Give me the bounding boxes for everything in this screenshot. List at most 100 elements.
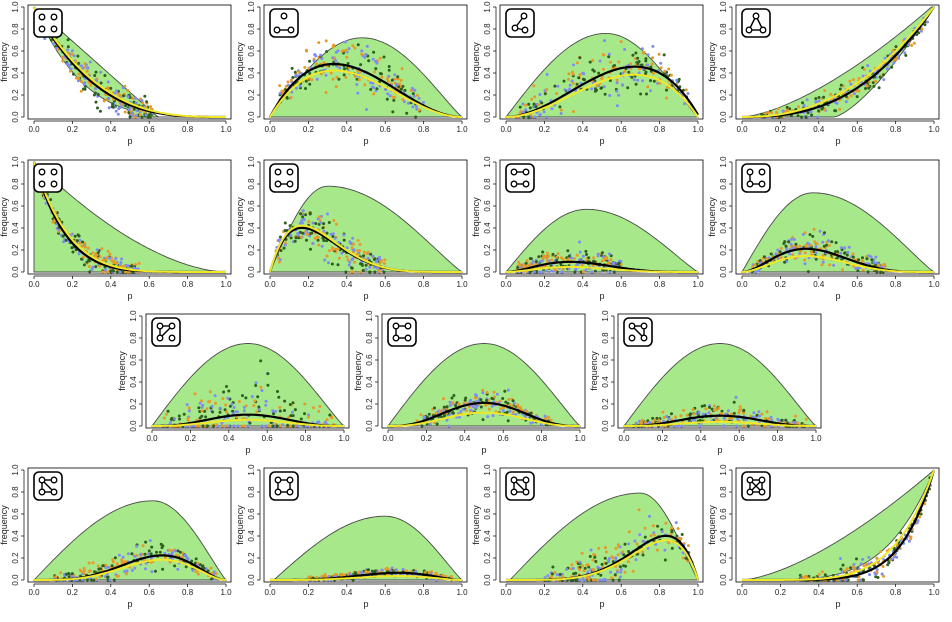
scatter-point [691,408,695,411]
x-tick-label: 0.4 [813,280,825,289]
fitted-curve [506,73,699,118]
scatter-point [820,263,824,267]
scatter-point [210,404,214,408]
scatter-point [324,73,328,77]
scatter-point [562,79,566,83]
y-tick-label: 1.0 [11,1,20,13]
scatter-point [161,567,165,571]
scatter-point [242,409,246,413]
scatter-point [242,424,246,428]
graph-icon-frame [387,317,417,347]
scatter-point [851,252,855,256]
scatter-point [285,95,289,99]
scatter-point [319,221,323,225]
y-tick-label: 0.2 [483,552,492,564]
scatter-point [327,261,330,265]
scatter-point [776,417,780,421]
scatter-point [248,421,252,425]
plot-frame [27,467,232,583]
scatter-point [623,47,627,51]
scatter-point [664,521,668,525]
scatter-point [332,43,336,47]
scatter-point [838,557,842,560]
scatter-point [599,573,603,577]
y-tick-label: 0.0 [247,266,256,278]
y-tick-label: 0.6 [601,354,610,366]
scatter-point [849,82,853,86]
scatter-point [801,101,805,105]
scatter-point [847,245,851,249]
scatter-point [751,265,755,269]
scatter-point [578,560,582,564]
scatter-point [829,92,833,96]
scatter-point [143,552,147,556]
scatter-point [763,424,767,428]
scatter-point [433,406,436,410]
scatter-point [618,565,622,569]
graph-icon-node [752,12,760,20]
scatter-point [181,555,185,559]
scatter-point [144,113,148,117]
scatter-point [532,84,536,88]
x-tick-label: 0.2 [185,434,197,443]
y-tick-label: 1.0 [719,156,728,168]
y-tick-label: 1.0 [483,1,492,13]
scatter-point [427,412,431,416]
scatter-point [359,270,363,274]
scatter-point [804,575,808,579]
scatter-point [859,578,862,582]
scatter-point [355,252,359,256]
scatter-point [69,67,73,71]
scatter-point [158,550,162,554]
scatter-point [785,105,789,109]
scatter-point [114,109,118,113]
y-tick-label: 0.6 [11,200,20,212]
scatter-point [79,89,83,93]
scatter-point [533,115,537,119]
scatter-point [545,88,549,91]
scatter-point [634,51,638,55]
scatter-point [874,575,878,579]
scatter-point [115,89,119,93]
graph-icon-node [520,12,528,20]
graph-icon-node [510,476,518,484]
y-tick-label: 0.2 [129,398,138,410]
scatter-point [317,409,321,413]
graph-icon-node [274,488,282,496]
scatter-point [578,56,582,60]
scatter-point [658,81,662,85]
y-tick-label: 0.0 [11,111,20,123]
scatter-point [880,572,884,576]
scatter-point [651,71,655,75]
scatter-point [356,239,360,242]
scatter-point [640,63,644,67]
graph-icon-frame [505,8,535,38]
scatter-point [228,404,232,408]
y-tick-label: 0.2 [365,398,374,410]
scatter-point [524,409,528,413]
x-tick-label: 0.0 [736,125,748,134]
scatter-point [348,260,352,264]
scatter-point [70,246,74,250]
scatter-point [738,405,742,409]
scatter-point [665,415,669,418]
scatter-point [572,110,575,114]
x-tick-label: 0.6 [144,280,156,289]
scatter-point [550,258,554,262]
scatter-point [861,74,865,78]
scatter-point [365,44,369,48]
scatter-point [96,564,100,568]
scatter-point [821,260,825,264]
scatter-point [77,234,81,238]
chart-panel-11: 0.0 0.2 0.4 0.6 0.8 1.0p0.00.20.40.60.81.0fre… [589,310,822,455]
scatter-point [109,269,113,273]
scatter-point [125,569,129,573]
scatter-point [587,565,591,569]
x-tick-label: 1.0 [456,588,468,597]
scatter-point [311,221,315,225]
y-tick-label: 0.8 [719,23,728,35]
scatter-point [143,94,147,98]
scatter-point [593,260,597,264]
scatter-point [810,250,813,254]
x-tick-label: 1.0 [220,588,232,597]
